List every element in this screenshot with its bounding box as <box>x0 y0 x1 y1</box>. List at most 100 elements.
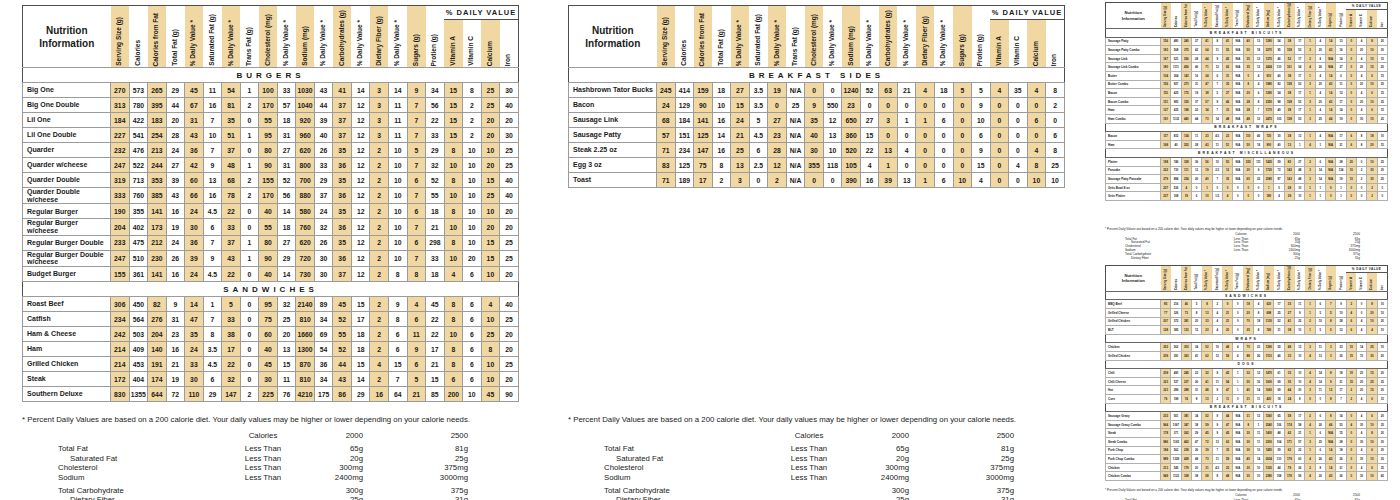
section-header: SANDWICHES <box>1106 291 1388 300</box>
value-cell: 6 <box>463 327 482 342</box>
value-cell: 10 <box>463 188 482 204</box>
value-cell: 28 <box>768 143 787 158</box>
value-cell: 252 <box>1181 140 1191 149</box>
table-row: Grilled Chicken2093913634162125948826111… <box>1106 352 1388 361</box>
value-cell: 0 <box>240 312 259 327</box>
value-cell: 60 <box>259 327 278 342</box>
value-cell: 0 <box>1346 63 1356 72</box>
dv-2000-value: 25g <box>1272 257 1300 261</box>
value-cell: 6 <box>1346 140 1356 149</box>
table-row: Chili Cheese2235372372641115415016160069… <box>1106 377 1388 386</box>
value-cell: 28 <box>1336 158 1346 167</box>
value-cell: 1 <box>897 113 916 128</box>
mini-footnote-block-1: * Percent Daily Values are based on a 20… <box>1105 227 1388 261</box>
value-cell: 11 <box>1336 80 1346 89</box>
value-cell: 1123 <box>1171 472 1181 481</box>
value-cell: 0 <box>879 98 898 113</box>
value-cell: 67 <box>185 98 204 113</box>
value-cell: 9 <box>805 98 824 113</box>
value-cell: 48 <box>1222 343 1232 352</box>
value-cell: 10 <box>1367 420 1377 429</box>
value-cell: 9 <box>1212 429 1222 438</box>
value-cell: 30 <box>1243 463 1253 472</box>
value-cell: 40 <box>500 188 519 204</box>
value-cell: 355 <box>805 158 824 173</box>
dv-qualifier: Less Than <box>208 454 318 463</box>
dv-2000-value: 2000 <box>864 431 909 440</box>
value-cell: 6 <box>444 372 463 387</box>
value-cell: 0 <box>805 83 824 98</box>
value-cell: 17 <box>1336 386 1346 395</box>
value-cell: 184 <box>1161 446 1171 455</box>
value-cell: 18 <box>351 342 370 357</box>
table-row: Ham1684025228431151N/A50189004013141N/A2… <box>1106 140 1388 149</box>
value-cell: 338 <box>1181 472 1191 481</box>
value-cell: 38 <box>1202 89 1212 98</box>
value-cell: 0 <box>1046 113 1065 128</box>
value-cell: 53 <box>1295 97 1305 106</box>
nutrition-information-title: NutritionInformation <box>1106 3 1161 29</box>
value-cell: 35 <box>805 113 824 128</box>
value-cell: 9 <box>1212 412 1222 421</box>
value-cell: 10 <box>463 143 482 158</box>
value-cell: 25 <box>481 327 500 342</box>
value-cell: 35 <box>1243 54 1253 63</box>
value-cell: 20 <box>500 113 519 128</box>
value-cell: 0 <box>1326 192 1336 201</box>
value-cell: 1 <box>1305 429 1315 438</box>
value-cell: 15 <box>1367 369 1377 378</box>
value-cell: 1 <box>1202 183 1212 192</box>
value-cell: 0 <box>1212 183 1222 192</box>
value-cell: 61 <box>1274 369 1284 378</box>
column-header: Sugars (g) <box>1326 3 1336 29</box>
value-cell: 4 <box>1305 63 1315 72</box>
value-cell: 10 <box>1367 46 1377 55</box>
value-cell: 2 <box>1305 412 1315 421</box>
value-cell: 8 <box>388 312 407 327</box>
value-cell: 40 <box>1171 140 1181 149</box>
section-row: SANDWICHES <box>1106 291 1388 300</box>
value-cell: 12 <box>351 204 370 219</box>
value-cell: 20 <box>1356 386 1366 395</box>
value-cell: 38 <box>1284 326 1294 335</box>
value-cell: 541 <box>129 128 148 143</box>
value-cell: 10 <box>1046 173 1065 188</box>
value-cell: 3 <box>1305 386 1315 395</box>
daily-value-banner: % DAILY VALUE <box>990 6 1064 20</box>
value-cell: 40 <box>259 267 278 282</box>
value-cell: 2 <box>1305 54 1315 63</box>
value-cell: 1111 <box>1171 63 1181 72</box>
value-cell: 21 <box>426 357 445 372</box>
value-cell: 40 <box>805 128 824 143</box>
value-cell: 6 <box>1315 446 1325 455</box>
value-cell: 46 <box>1222 97 1232 106</box>
daily-values-row: Saturated FatLess Than20g25g <box>22 454 519 463</box>
value-cell: 0 <box>897 158 916 173</box>
value-cell: 54 <box>1274 89 1284 98</box>
value-cell: N/A <box>1326 140 1336 149</box>
table-row: Regular Burger Double w/cheese2475102302… <box>23 250 519 266</box>
value-cell: 44 <box>1191 115 1201 124</box>
table-row: Egg 3 oz83125758132.512N/A35511810541000… <box>569 158 1065 173</box>
value-cell: 2 <box>370 312 389 327</box>
value-cell: 57 <box>1295 437 1305 446</box>
table-row: Corn76199748132110311142018248008724615 <box>1106 395 1388 404</box>
value-cell: 15 <box>1336 429 1346 438</box>
value-cell: 0 <box>240 219 259 235</box>
column-header: Sugars (g) <box>1326 265 1336 291</box>
value-cell: 41 <box>1284 317 1294 326</box>
value-cell: 13 <box>1212 437 1222 446</box>
value-cell: 52 <box>1284 54 1294 63</box>
table-row: Sausage Patty1564802402741841N/A40131290… <box>1106 37 1388 46</box>
dv-2500-value: 25g <box>909 454 1014 463</box>
value-cell: 8 <box>388 267 407 282</box>
value-cell: 17 <box>694 173 713 188</box>
value-cell: 6 <box>1346 132 1356 141</box>
value-cell: 4 <box>972 173 991 188</box>
column-header: Cholesterol (mg) <box>259 6 278 68</box>
column-header: Calories from Fat <box>1181 265 1191 291</box>
value-cell: 7 <box>1212 106 1222 115</box>
column-header: Protien (g) <box>1336 3 1346 29</box>
value-cell: N/A <box>1233 472 1243 481</box>
value-cell: 9 <box>166 297 185 312</box>
